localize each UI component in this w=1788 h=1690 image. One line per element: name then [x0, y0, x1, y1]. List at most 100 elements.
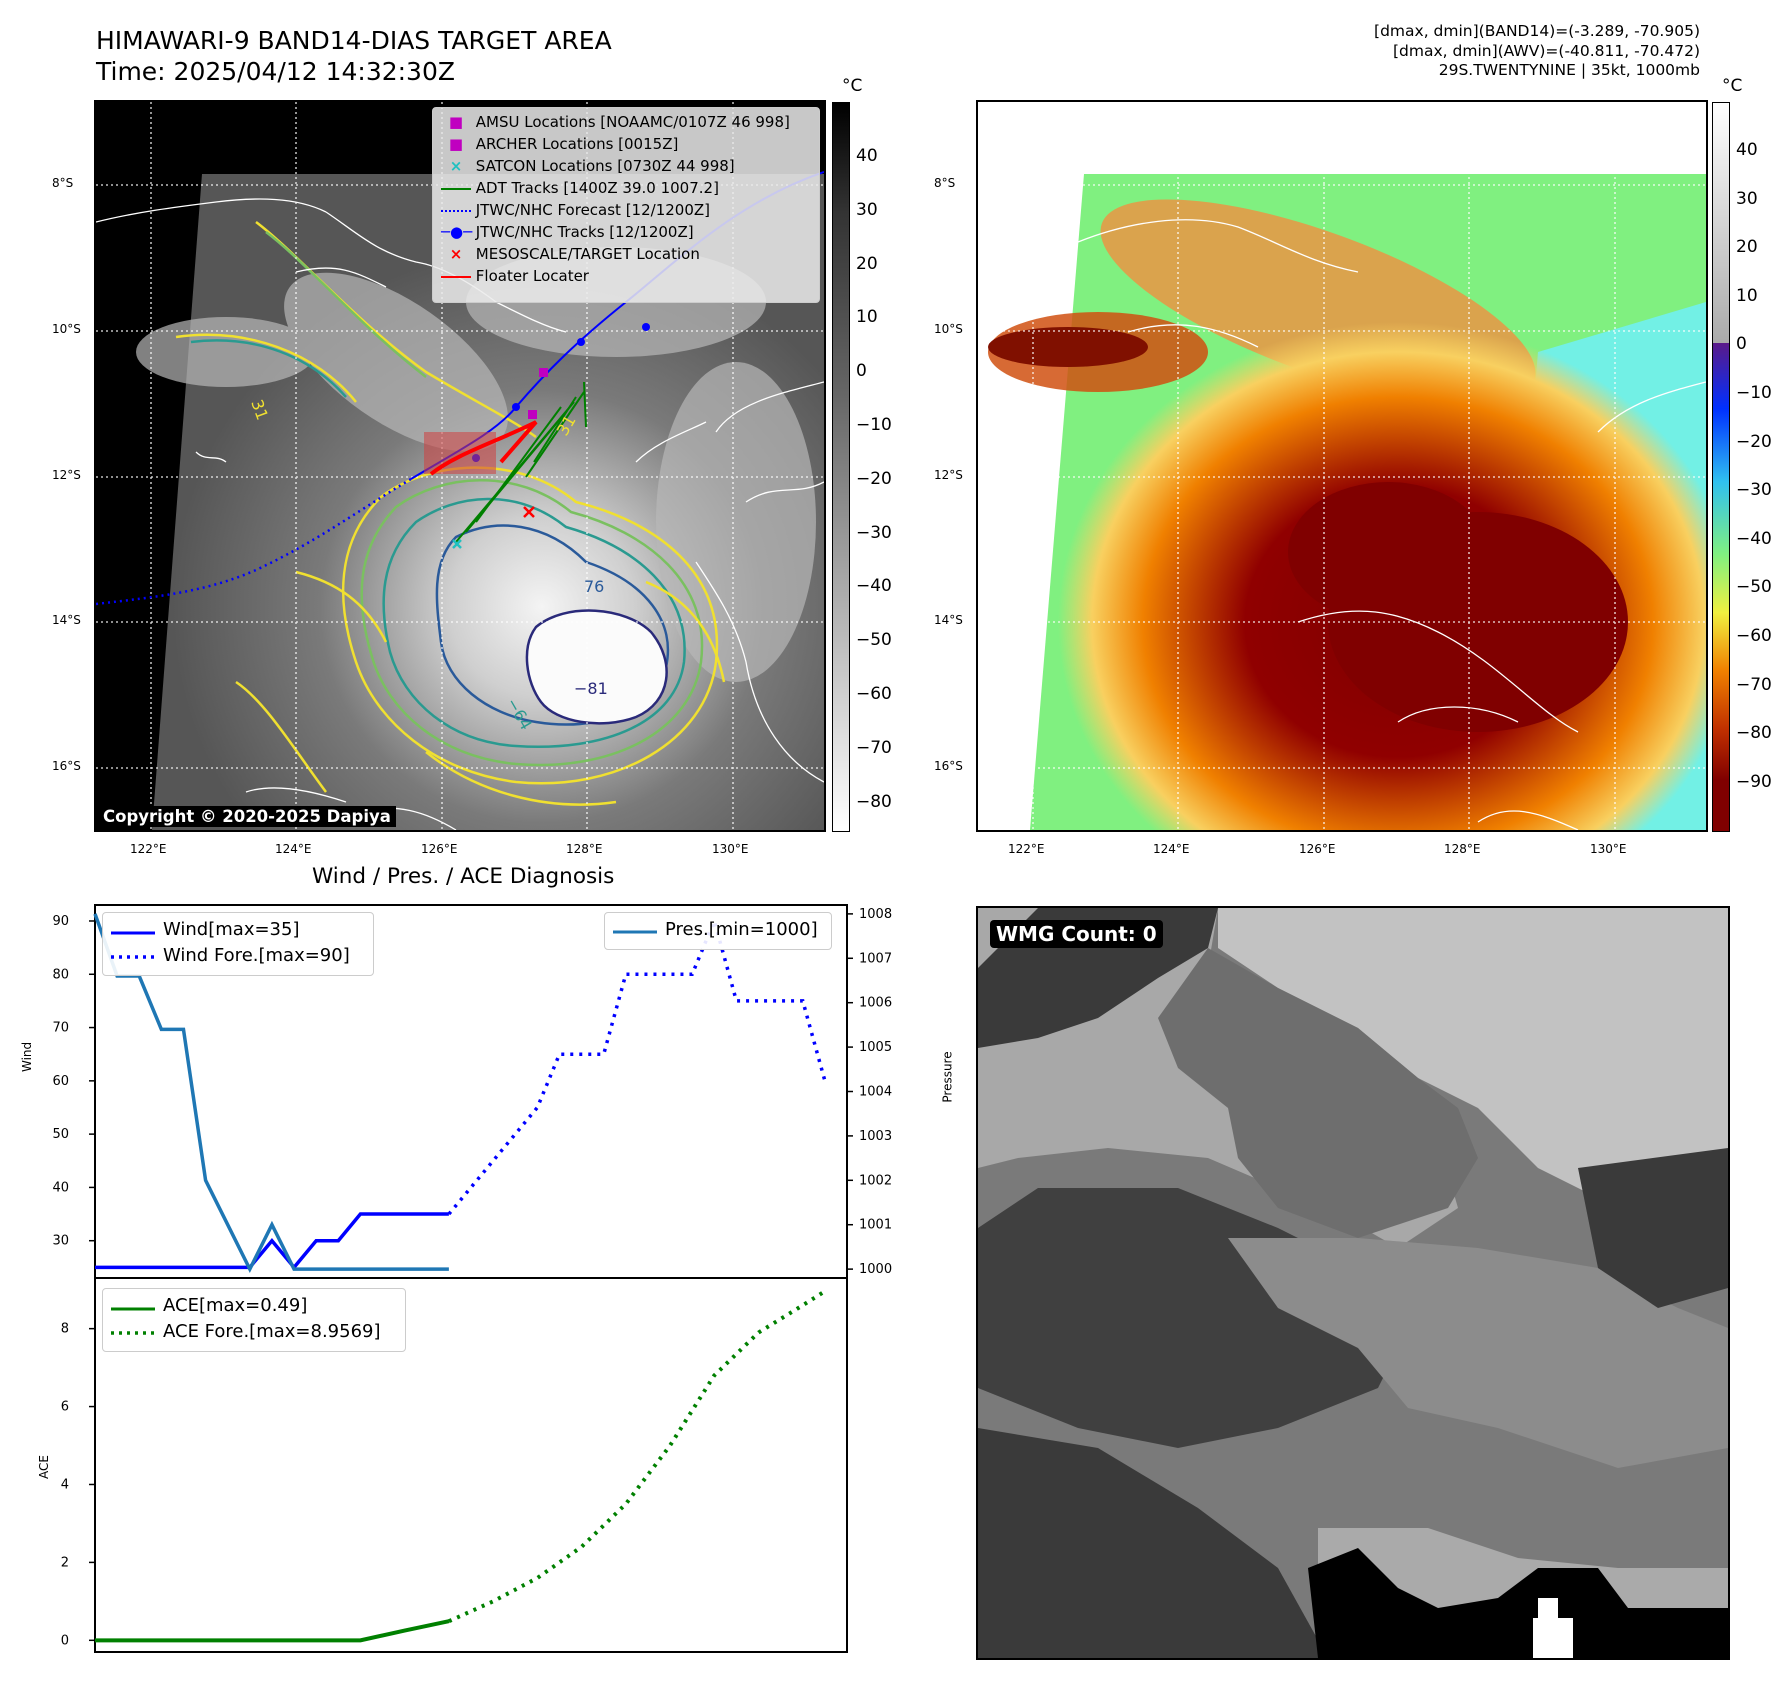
ace-tick-label: 0 — [61, 1633, 69, 1648]
diagnosis-chart: 3040506070809010001001100210031004100510… — [52, 904, 892, 1653]
series-line-wind — [95, 1212, 449, 1271]
colorbar-tick-label: 40 — [856, 146, 878, 166]
wind-legend-icons — [111, 931, 155, 959]
wmg-svg — [978, 908, 1728, 1658]
wind-tick-label: 50 — [52, 1127, 69, 1142]
legend-item-satcon: × SATCON Locations [0730Z 44 998] — [441, 156, 735, 176]
wind-tick-label: 80 — [52, 967, 69, 982]
ace-tick-label: 2 — [61, 1555, 69, 1570]
target-marker — [523, 506, 535, 518]
amsu-markers — [528, 368, 548, 419]
awv-map-svg — [978, 102, 1706, 830]
lon-label: 130°E — [712, 842, 749, 856]
colorbar-tick-label: 40 — [1736, 140, 1758, 160]
ace-tick-label: 6 — [61, 1400, 69, 1415]
lon-label: 126°E — [421, 842, 458, 856]
colorbar-tick-label: −10 — [856, 415, 892, 435]
colorbar-tick-label: 30 — [1736, 188, 1758, 209]
line-icon — [441, 275, 471, 278]
lon-label: 126°E — [1299, 842, 1336, 856]
legend-item-tracks: ─●─ JTWC/NHC Tracks [12/1200Z] — [441, 222, 694, 242]
lon-label: 130°E — [1590, 842, 1627, 856]
legend-item-forecast: JTWC/NHC Forecast [12/1200Z] — [441, 200, 710, 220]
colorbar-tick-label: 0 — [856, 361, 867, 382]
colorbar-tick-label: −70 — [1736, 674, 1772, 695]
colorbar-tick-label: 20 — [1736, 237, 1758, 258]
figure-title-line2: Time: 2025/04/12 14:32:30Z — [96, 57, 455, 86]
colorbar2-ticks: 40 30 20 10 0 −10 −20 −30 −40 −50 −60 −70 −80 −90 — [1736, 102, 1788, 830]
legend-item-amsu: ■ AMSU Locations [NOAAMC/0107Z 46 998] — [441, 112, 790, 132]
colorbar-tick-label: −50 — [1736, 577, 1772, 598]
wind-axis-label: Wind — [20, 1041, 34, 1072]
colorbar-tick-label: −20 — [856, 468, 892, 489]
colorbar-tick-label: −40 — [856, 576, 892, 597]
legend-ace-fore: ACE Fore.[max=8.9569] — [163, 1321, 381, 1342]
lon-label: 122°E — [130, 842, 167, 856]
wmg-count-label: WMG Count: 0 — [990, 920, 1163, 948]
colorbar-tick-label: 0 — [1736, 334, 1747, 355]
legend-item-target: × MESOSCALE/TARGET Location — [441, 244, 700, 264]
lat-label: 8°S — [934, 176, 956, 190]
diagnosis-title: Wind / Pres. / ACE Diagnosis — [312, 864, 615, 889]
floater-track — [429, 420, 538, 476]
colorbar-tick-label: −40 — [1736, 528, 1772, 549]
wind-legend: Wind[max=35] Wind Fore.[max=90] — [102, 912, 374, 976]
pressure-tick-label: 1003 — [859, 1129, 892, 1144]
legend-item-archer: ■ ARCHER Locations [0015Z] — [441, 134, 678, 154]
pressure-tick-label: 1000 — [859, 1262, 892, 1277]
colorbar2-unit: °C — [1722, 76, 1743, 96]
legend-label: ARCHER Locations [0015Z] — [475, 135, 679, 153]
line-icon — [441, 187, 471, 190]
wind-tick-label: 40 — [52, 1180, 69, 1195]
contour-label-2: −81 — [574, 679, 608, 698]
wind-tick-label: 30 — [52, 1234, 69, 1249]
colorbar-tick-label: −80 — [856, 791, 892, 812]
lon-label: 128°E — [1444, 842, 1481, 856]
colorbar2 — [1712, 102, 1730, 832]
lon-label: 124°E — [1153, 842, 1190, 856]
lat-label: 16°S — [934, 759, 963, 773]
info-text: [dmax, dmin](BAND14)=(-3.289, -70.905) [… — [1100, 22, 1700, 81]
info-line1: [dmax, dmin](BAND14)=(-3.289, -70.905) — [1374, 22, 1700, 40]
colorbar-tick-label: −60 — [1736, 626, 1772, 646]
ace-legend: ACE[max=0.49] ACE Fore.[max=8.9569] — [102, 1288, 406, 1352]
legend-wind: Wind[max=35] — [163, 919, 300, 940]
pressure-tick-label: 1004 — [859, 1085, 892, 1100]
pressure-tick-label: 1001 — [859, 1218, 892, 1233]
ace-tick-label: 4 — [61, 1477, 69, 1492]
lat-label: 12°S — [52, 468, 81, 482]
square-marker-icon: ■ — [448, 135, 464, 153]
dotted-line-icon — [441, 209, 471, 212]
colorbar-tick-label: −60 — [856, 684, 892, 704]
line-dot-icon: ─●─ — [441, 223, 473, 241]
colorbar-tick-label: −30 — [856, 522, 892, 543]
ace-axes-frame — [94, 1277, 848, 1653]
series-line-pres- — [93, 913, 449, 1274]
lat-label: 8°S — [52, 176, 74, 190]
wind-tick-label: 70 — [52, 1021, 69, 1036]
colorbar-tick-label: −50 — [856, 630, 892, 651]
legend-pressure: Pres.[min=1000] — [665, 919, 818, 940]
pressure-tick-label: 1006 — [859, 996, 892, 1011]
legend-item-adt: ADT Tracks [1400Z 39.0 1007.2] — [441, 178, 719, 198]
series-line-ace-fore- — [448, 1289, 826, 1624]
colorbar1-ticks: 40 30 20 10 0 −10 −20 −30 −40 −50 −60 −70 −80 — [856, 102, 916, 830]
awv-map-panel — [976, 100, 1708, 832]
series-line-wind-fore- — [447, 915, 827, 1216]
lat-label: 14°S — [52, 613, 81, 627]
colorbar-tick-label: −30 — [1736, 480, 1772, 501]
colorbar-tick-label: −90 — [1736, 771, 1772, 792]
lat-label: 10°S — [934, 322, 963, 336]
legend-label: SATCON Locations [0730Z 44 998] — [475, 157, 735, 175]
colorbar1 — [832, 102, 850, 832]
colorbar-tick-label: −70 — [856, 737, 892, 758]
info-line2: [dmax, dmin](AWV)=(-40.811, -70.472) — [1393, 41, 1700, 60]
lat-label: 14°S — [934, 613, 963, 627]
legend-label: JTWC/NHC Forecast [12/1200Z] — [475, 201, 711, 219]
series-line-ace — [95, 1619, 450, 1643]
wind-tick-label: 90 — [52, 914, 69, 929]
ace-legend-icons — [111, 1307, 155, 1335]
lon-label: 128°E — [566, 842, 603, 856]
legend-ace: ACE[max=0.49] — [163, 1295, 308, 1316]
lat-label: 12°S — [934, 468, 963, 482]
